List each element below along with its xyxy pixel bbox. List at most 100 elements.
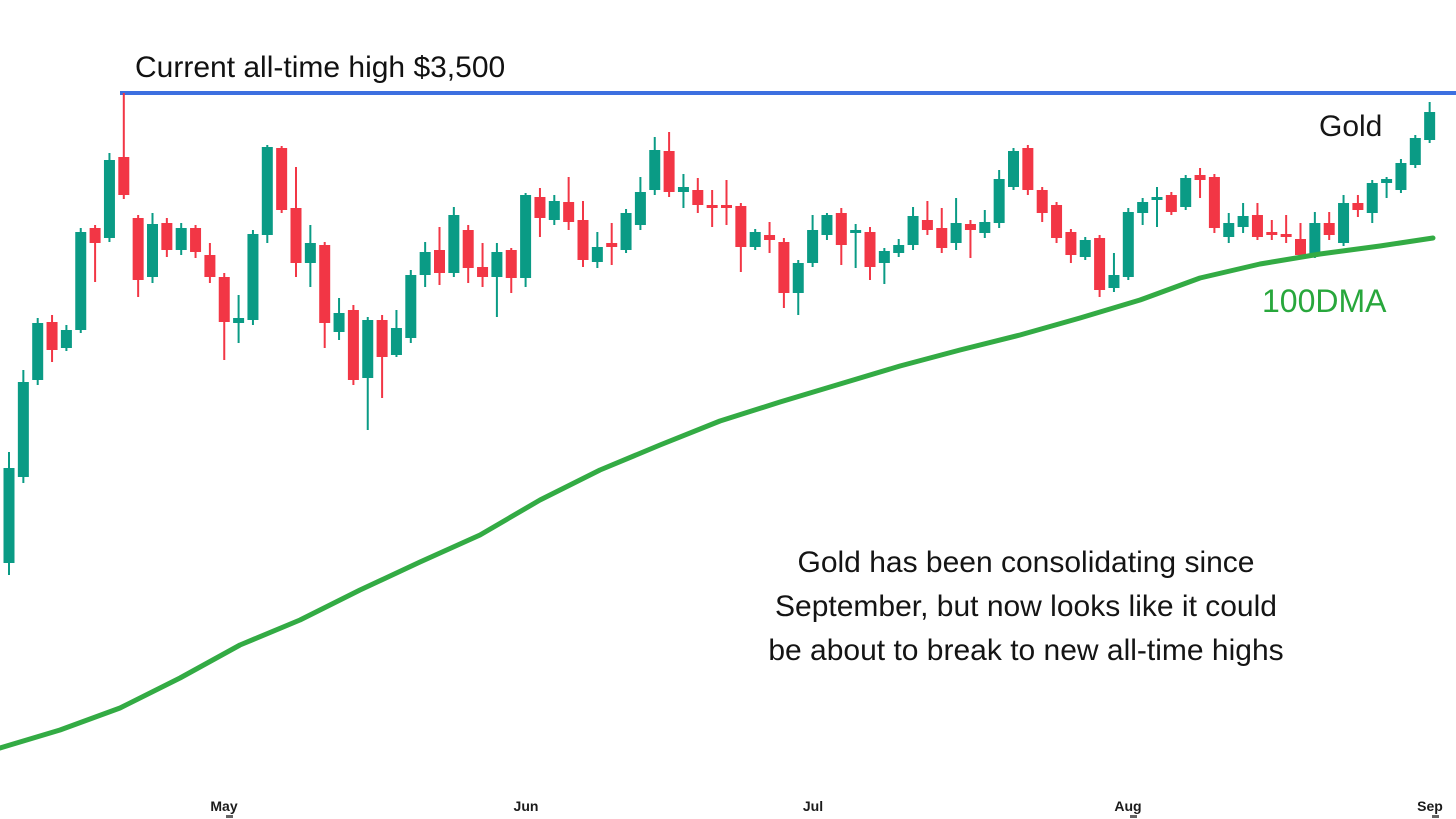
candle-body [1223,223,1235,237]
candle-body [347,310,359,380]
candle-body [477,267,489,277]
candle-body [75,232,87,330]
x-axis-label: Jun [514,798,539,814]
candle-body [132,218,144,280]
candle-body [3,468,15,563]
candle-body [1280,234,1292,237]
candle-body [276,148,288,210]
candle-body [233,318,245,323]
candle-body [390,328,402,355]
candle-body [907,216,919,245]
candle-body [735,206,747,247]
candle-body [792,263,804,293]
candle-body [1151,197,1163,200]
candle-body [1338,203,1350,243]
candle-body [577,220,589,260]
candle-body [764,235,776,240]
x-axis-tick-artifact [1432,815,1439,818]
candle-body [1008,151,1019,187]
candle-body [1051,205,1063,238]
candle-body [1137,202,1149,213]
x-axis-label: Sep [1417,798,1443,814]
candle-body [979,222,991,233]
x-axis-label: Jul [803,798,823,814]
candle-body [878,251,890,263]
candle-body [247,234,259,320]
candle-body [505,250,517,278]
x-axis-tick-artifact [1130,815,1137,818]
candle-body [1352,203,1364,210]
candle-body [821,215,833,235]
candle-body [921,220,933,230]
candle-body [376,320,388,357]
candle-body [1065,232,1077,255]
candle-body [706,205,718,208]
candle-body [1395,163,1407,190]
candle-body [333,313,345,332]
candle-body [218,277,230,322]
candle-body [1194,175,1206,180]
candle-body [419,252,431,275]
candle-body [606,243,618,247]
x-axis-label: May [210,798,237,814]
candle-body [448,215,460,273]
candle-body [649,150,661,190]
candle-body [32,323,44,380]
candle-body [721,205,732,208]
candle-body [950,223,962,243]
candle-body [677,187,689,192]
candle-body [749,232,761,247]
candle-body [1180,178,1192,207]
x-axis-tick-artifact [226,815,233,818]
candle-body [147,224,158,277]
candle-body [17,382,29,477]
candle-body [190,228,202,252]
candle-body [778,242,790,293]
candle-body [1323,223,1335,235]
candle-body [204,255,216,277]
candle-body [1309,223,1321,255]
candle-body [634,192,646,225]
candle-body [319,245,331,323]
candle-body [491,252,503,277]
candle-body [1108,275,1120,288]
candle-body [591,247,603,262]
note-line-3: be about to break to new all-time highs [768,634,1283,667]
candle-body [46,322,58,350]
candle-body [620,213,632,250]
candle-body [161,223,173,250]
candle-body [103,160,115,238]
note-line-2: September, but now looks like it could [775,590,1277,623]
candle-body [304,243,316,263]
candle-body [663,151,675,192]
candle-body [462,230,474,268]
candle-body [1237,216,1249,227]
candle-body [692,190,704,205]
candle-body [434,250,445,273]
candle-body [893,245,905,253]
candle-body [864,232,876,267]
candle-body [964,224,976,230]
ma-label: 100DMA [1262,283,1387,319]
candle-body [1165,195,1177,212]
ma-100-line [0,235,1436,751]
candle-body [520,195,532,278]
candle-body [1094,238,1106,290]
instrument-label: Gold [1319,110,1382,143]
candle-body [1409,138,1421,165]
candle-body [89,228,101,243]
candle-body [807,230,819,263]
candle-body [1122,212,1134,277]
candle-body [835,213,847,245]
candle-body [993,179,1005,223]
candles-layer [3,93,1436,575]
x-axis: May Jun Jul Aug Sep [210,798,1443,818]
candle-body [1036,190,1048,213]
x-axis-label: Aug [1114,798,1141,814]
candle-body [1366,183,1378,213]
candle-body [290,208,302,263]
candle-body [261,147,273,235]
candle-body [534,197,546,218]
candle-body [118,157,130,195]
